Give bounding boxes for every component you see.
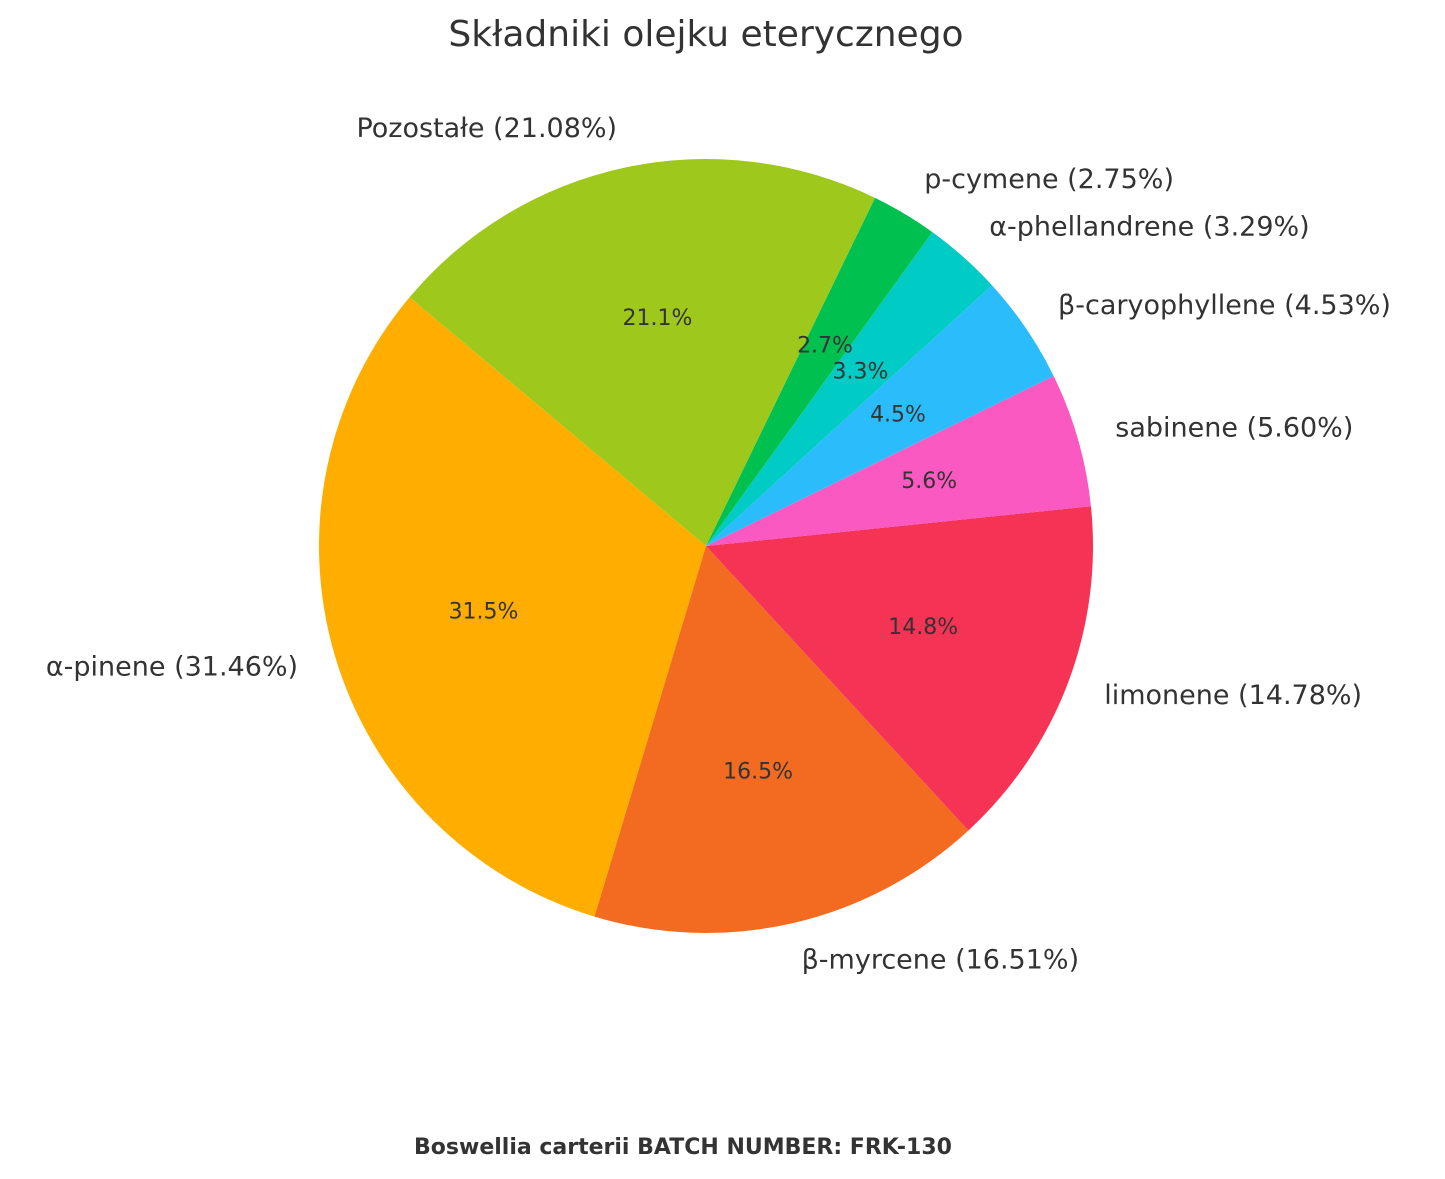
pie-slice (706, 285, 1054, 546)
pie-slice (706, 197, 933, 546)
pie-slice (594, 546, 969, 933)
value-label: 16.5% (723, 759, 793, 784)
slice-label: β-myrcene (16.51%) (802, 944, 1080, 975)
value-label: 4.5% (870, 402, 926, 427)
value-label: 14.8% (888, 615, 958, 640)
slice-label: α-pinene (31.46%) (46, 651, 298, 682)
value-label: 31.5% (449, 599, 519, 624)
slice-label: limonene (14.78%) (1104, 680, 1362, 711)
slice-label: sabinene (5.60%) (1115, 412, 1353, 443)
value-label: 5.6% (901, 469, 957, 494)
pie-slice (318, 297, 706, 917)
slice-label: Pozostałe (21.08%) (356, 113, 617, 144)
value-label: 2.7% (797, 334, 853, 359)
pie-slice (706, 506, 1093, 831)
value-label: 3.3% (833, 360, 889, 385)
slice-label: α-phellandrene (3.29%) (989, 212, 1309, 243)
footer: Boswellia carterii BATCH NUMBER: FRK-130 (414, 1135, 952, 1160)
pie-slice (706, 375, 1091, 546)
slice-label: β-caryophyllene (4.53%) (1058, 290, 1391, 321)
value-label: 21.1% (623, 306, 693, 331)
slice-label: p-cymene (2.75%) (924, 164, 1174, 195)
chart-title: Składniki olejku eterycznego (448, 14, 963, 55)
pie-slice (706, 232, 992, 546)
pie-slice (409, 158, 875, 546)
